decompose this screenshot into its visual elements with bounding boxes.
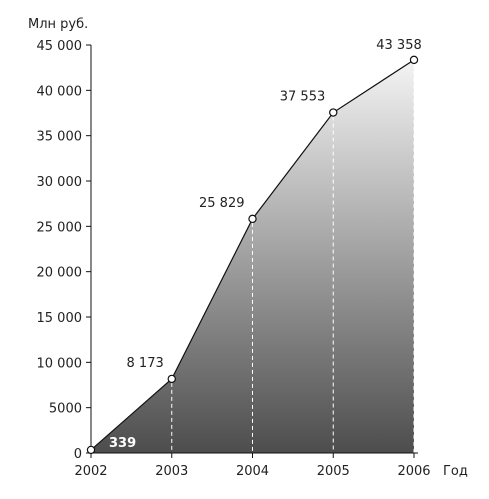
y-tick-label-0: 0 <box>74 447 82 462</box>
x-tick-label-2005: 2005 <box>317 464 350 479</box>
y-tick-label-40000: 40 000 <box>37 84 83 99</box>
y-tick-label-45000: 45 000 <box>37 39 83 54</box>
data-label-2006: 43 358 <box>376 38 422 53</box>
data-label-2003: 8 173 <box>127 356 164 371</box>
y-tick-label-30000: 30 000 <box>37 175 83 190</box>
data-point-2006 <box>409 55 419 65</box>
data-point-2002 <box>86 445 96 455</box>
data-point-2005 <box>329 108 338 117</box>
x-tick-label-2003: 2003 <box>155 464 188 479</box>
y-tick-label-15000: 15 000 <box>37 311 83 326</box>
data-label-2004: 25 829 <box>199 196 245 211</box>
y-tick-label-20000: 20 000 <box>37 266 83 281</box>
data-point-2004 <box>248 214 257 224</box>
x-axis-title: Год <box>443 464 468 479</box>
x-tick-label-2004: 2004 <box>236 464 269 479</box>
y-tick-label-10000: 10 000 <box>37 356 83 371</box>
y-tick-label-5000: 5000 <box>49 402 82 417</box>
y-tick-label-35000: 35 000 <box>37 130 83 145</box>
x-tick-label-2006: 2006 <box>397 464 430 479</box>
y-tick-label-25000: 25 000 <box>37 220 83 235</box>
data-label-2002: 339 <box>109 436 136 451</box>
data-point-2003 <box>167 374 176 384</box>
y-axis-title: Млн руб. <box>28 17 88 32</box>
x-tick-label-2002: 2002 <box>74 464 107 479</box>
data-label-2005: 37 553 <box>280 90 326 105</box>
